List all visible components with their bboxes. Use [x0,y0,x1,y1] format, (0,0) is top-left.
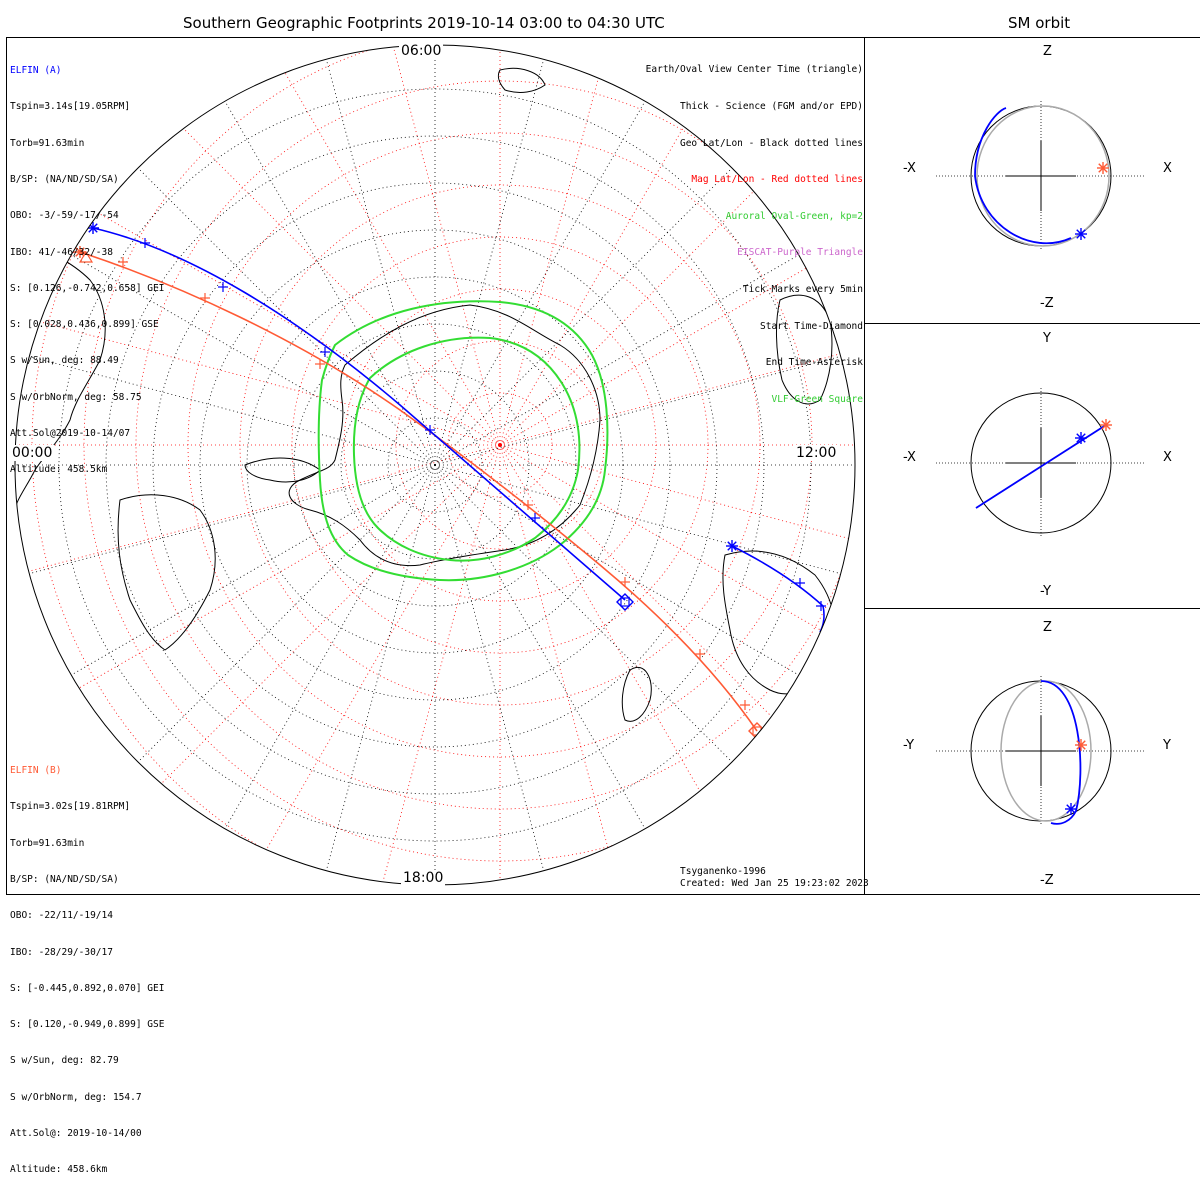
geo-longitude-line [220,93,435,465]
elfin-a-line: S: [0.126,-0.742,0.658] GEI [10,283,164,295]
geo-longitude-line [435,465,807,680]
geo-longitude-line [435,465,546,880]
mag-longitude-line [319,445,500,900]
elfin-b-info: ELFIN (B) Tspin=3.02s[19.81RPM] Torb=91.… [10,741,164,1201]
coast-peninsula [245,458,320,482]
elfin-a-start-diamond [617,594,633,610]
coast-africa [118,495,215,650]
elfin-a-line: OBO: -3/-59/-17/-54 [10,210,164,222]
orbit3-right-label: Y [1163,738,1171,753]
legend-item: EISCAT-Purple Triangle [646,247,863,259]
coast-new-zealand [622,667,651,721]
legend: Earth/Oval View Center Time (triangle) T… [646,40,863,431]
page-title: Southern Geographic Footprints 2019-10-1… [183,14,665,32]
orbit1-top-label: Z [1043,44,1052,59]
mag-longitude-line [319,0,500,445]
coast-top-islands [498,68,545,92]
auroral-ovals [319,301,608,580]
orbit1-bottom-label: -Z [1040,296,1054,311]
geo-longitude-line [131,161,435,465]
hour-label-left: 00:00 [10,445,54,461]
legend-item: End Time-Asterisk [646,357,863,369]
elfin-a-line: IBO: 41/-46/32/-38 [10,247,164,259]
auroral-oval-inner [354,338,580,561]
elfin-a-line: S: [0.028,0.436,0.899] GSE [10,319,164,331]
elfin-b-line: B/SP: (NA/ND/SD/SA) [10,874,164,886]
mag-latlon-grid [0,0,1200,900]
orbit2-top-label: Y [1043,331,1051,346]
legend-item: Mag Lat/Lon - Red dotted lines [646,174,863,186]
model-label: Tsyganenko-1996 [680,866,766,878]
geo-longitude-line [435,465,739,769]
mag-longitude-line [500,445,1176,626]
elfin-b-line: Altitude: 458.6km [10,1164,164,1176]
elfin-a-line: B/SP: (NA/ND/SD/SA) [10,174,164,186]
geo-longitude-line [435,93,650,465]
mag-pole-marker [498,443,502,447]
elfin-a-track-line-2 [732,546,824,632]
legend-item: Tick Marks every 5min [646,284,863,296]
elfin-a-name: ELFIN (A) [10,65,164,77]
elfin-a-line: Att.Sol@2019-10-14/07 [10,428,164,440]
elfin-a-track-line [93,228,625,600]
footprint-figure: Southern Geographic Footprints 2019-10-1… [0,0,1200,900]
legend-item: VLF-Green Square [646,394,863,406]
legend-item: Auroral Oval-Green, kp=2 [646,211,863,223]
elfin-b-line: S: [0.120,-0.949,0.899] GSE [10,1019,164,1031]
legend-item: Geo Lat/Lon - Black dotted lines [646,138,863,150]
elfin-b-line: Tspin=3.02s[19.81RPM] [10,801,164,813]
elfin-b-line: S w/OrbNorm, deg: 154.7 [10,1092,164,1104]
legend-item: Thick - Science (FGM and/or EPD) [646,101,863,113]
created-timestamp: Created: Wed Jan 25 19:23:02 2023 [680,878,869,890]
elfin-b-line: S w/Sun, deg: 82.79 [10,1055,164,1067]
elfin-a-line: S w/Sun, deg: 88.49 [10,355,164,367]
elfin-b-line: IBO: -28/29/-30/17 [10,947,164,959]
orbit1-left-label: -X [903,161,916,176]
geo-longitude-line [435,465,650,837]
elfin-b-line: OBO: -22/11/-19/14 [10,910,164,922]
elfin-a-line: S w/OrbNorm, deg: 58.75 [10,392,164,404]
geo-longitude-line [131,465,435,769]
elfin-b-line: Torb=91.63min [10,838,164,850]
geo-longitude-line [324,50,435,465]
legend-item: Start Time-Diamond [646,321,863,333]
sm-orbit-panels [936,101,1146,826]
hour-label-right: 12:00 [794,445,838,461]
orbit3-top-label: Z [1043,620,1052,635]
hour-label-bottom: 18:00 [401,870,445,886]
orbit3-elfin-a-path [1041,681,1080,824]
orbit1-right-label: X [1163,161,1172,176]
orbit2-left-label: -X [903,450,916,465]
elfin-a-info: ELFIN (A) Tspin=3.14s[19.05RPM] Torb=91.… [10,41,164,501]
orbit2-right-label: X [1163,450,1172,465]
elfin-b-line: S: [-0.445,0.892,0.070] GEI [10,983,164,995]
elfin-b-name: ELFIN (B) [10,765,164,777]
hour-label-top: 06:00 [399,43,443,59]
orbit3-bottom-label: -Z [1040,873,1054,888]
southern-footprint-map [0,0,1200,900]
elfin-a-line: Torb=91.63min [10,138,164,150]
auroral-oval-outer [319,301,608,580]
elfin-a-line: Altitude: 458.5km [10,464,164,476]
orbit3-left-label: -Y [903,738,914,753]
mag-longitude-line [500,445,1106,795]
orbit-title: SM orbit [1008,14,1070,32]
mag-longitude-line [150,0,500,445]
orbit2-bottom-label: -Y [1040,584,1051,599]
elfin-b-line: Att.Sol@: 2019-10-14/00 [10,1128,164,1140]
mag-longitude-line [500,445,850,900]
legend-item: Earth/Oval View Center Time (triangle) [646,64,863,76]
elfin-a-line: Tspin=3.14s[19.05RPM] [10,101,164,113]
geo-longitude-line [324,465,435,880]
